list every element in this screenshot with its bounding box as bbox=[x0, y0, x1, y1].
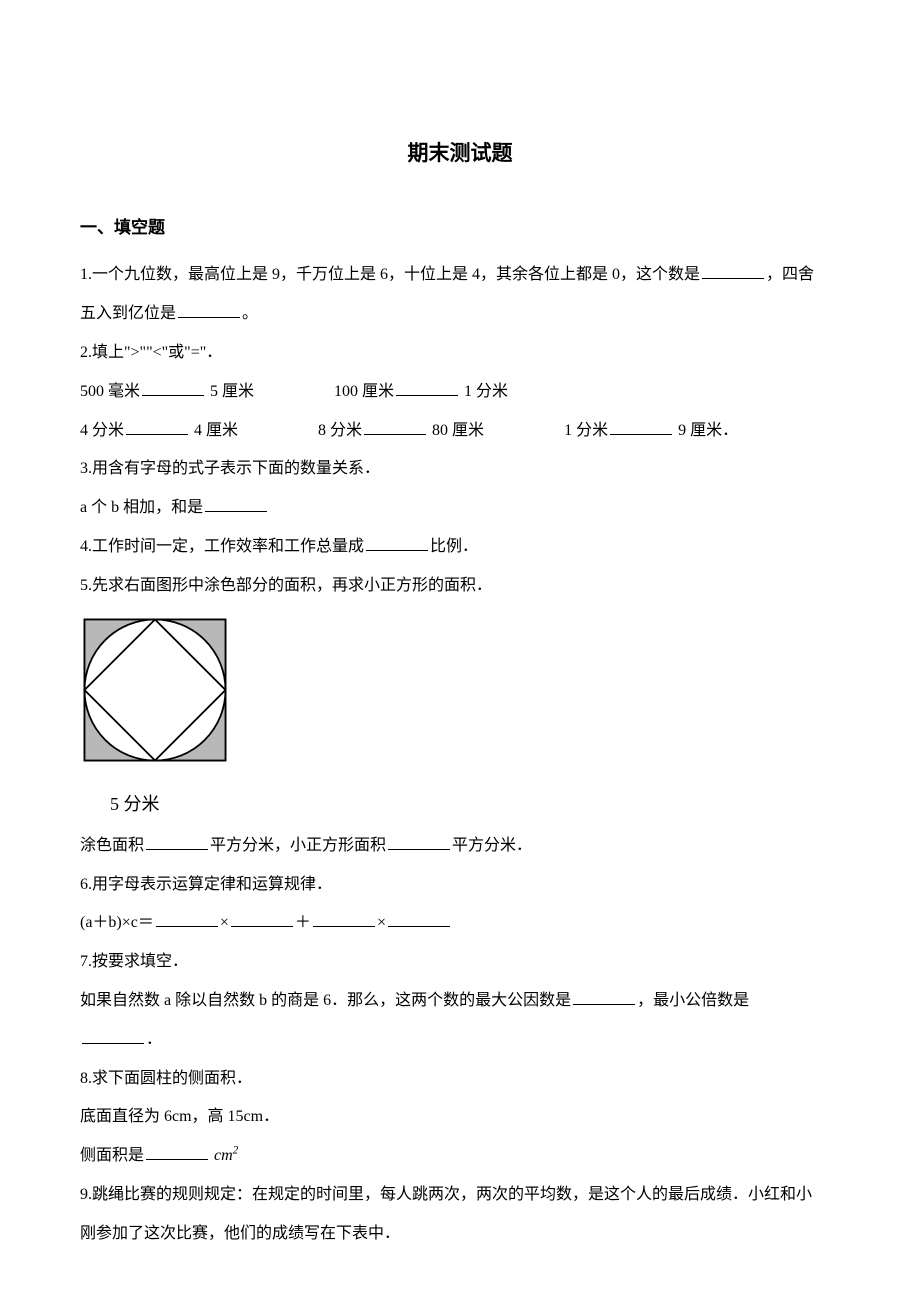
q7-line1: 7.按要求填空． bbox=[80, 944, 840, 981]
q1-text-d: 。 bbox=[242, 305, 258, 322]
blank bbox=[388, 833, 450, 850]
blank bbox=[126, 418, 188, 435]
blank bbox=[366, 534, 428, 551]
q6-text-c: ＋ bbox=[295, 914, 311, 931]
q9-line2: 刚参加了这次比赛，他们的成绩写在下表中． bbox=[80, 1216, 840, 1253]
q1-text-b: ，四舍 bbox=[766, 266, 814, 283]
q4-text-a: 4.工作时间一定，工作效率和工作总量成 bbox=[80, 538, 364, 555]
q8-line2: 底面直径为 6cm，高 15cm． bbox=[80, 1099, 840, 1136]
q4-line: 4.工作时间一定，工作效率和工作总量成 比例． bbox=[80, 529, 840, 566]
q2-line1: 2.填上">""<"或"="． bbox=[80, 335, 840, 372]
blank bbox=[313, 910, 375, 927]
q5-svg bbox=[80, 615, 230, 765]
q3-line1: 3.用含有字母的式子表示下面的数量关系． bbox=[80, 451, 840, 488]
q3-text: a 个 b 相加，和是 bbox=[80, 499, 203, 516]
q8-line1: 8.求下面圆柱的侧面积． bbox=[80, 1061, 840, 1098]
blank bbox=[396, 379, 458, 396]
q2a1: 500 毫米 bbox=[80, 383, 140, 400]
q2a4: 1 分米 bbox=[460, 383, 508, 400]
q3-line2: a 个 b 相加，和是 bbox=[80, 490, 840, 527]
q5-caption: 5 分米 bbox=[110, 784, 840, 825]
blank bbox=[156, 910, 218, 927]
blank bbox=[146, 1143, 208, 1160]
q6-text-b: × bbox=[220, 914, 229, 931]
blank bbox=[178, 301, 240, 318]
q6-line1: 6.用字母表示运算定律和运算规律． bbox=[80, 867, 840, 904]
blank bbox=[702, 262, 764, 279]
q2b6: 9 厘米． bbox=[674, 422, 738, 439]
q2b1: 4 分米 bbox=[80, 422, 124, 439]
blank bbox=[364, 418, 426, 435]
q7-text-b: ，最小公倍数是 bbox=[637, 992, 749, 1009]
blank bbox=[573, 988, 635, 1005]
q2-line3: 4 分米 4 厘米 8 分米 80 厘米 1 分米 9 厘米． bbox=[80, 413, 840, 450]
page-title: 期末测试题 bbox=[80, 130, 840, 178]
q2b3: 8 分米 bbox=[318, 422, 362, 439]
q4-text-b: 比例． bbox=[430, 538, 478, 555]
q7-line2: 如果自然数 a 除以自然数 b 的商是 6．那么，这两个数的最大公因数是 ，最小公… bbox=[80, 983, 840, 1020]
q5-text-b: 平方分米，小正方形面积 bbox=[210, 837, 386, 854]
q5-line1: 5.先求右面图形中涂色部分的面积，再求小正方形的面积． bbox=[80, 568, 840, 605]
q5-line2: 涂色面积 平方分米，小正方形面积 平方分米． bbox=[80, 828, 840, 865]
q9-line1: 9.跳绳比赛的规则规定：在规定的时间里，每人跳两次，两次的平均数，是这个人的最后… bbox=[80, 1177, 840, 1214]
blank bbox=[82, 1027, 144, 1044]
q6-line2: (a＋b)×c＝ × ＋ × bbox=[80, 905, 840, 942]
q5-text-c: 平方分米． bbox=[452, 837, 532, 854]
q5-figure bbox=[80, 615, 840, 780]
q7-line3: ． bbox=[80, 1022, 840, 1059]
q6-text-d: × bbox=[377, 914, 386, 931]
q8-unit: cm2 bbox=[214, 1147, 238, 1164]
q8-text-a: 侧面积是 bbox=[80, 1147, 144, 1164]
q2a3: 100 厘米 bbox=[334, 383, 394, 400]
q1-line2: 五入到亿位是 。 bbox=[80, 296, 840, 333]
q2a2: 5 厘米 bbox=[206, 383, 254, 400]
q2b4: 80 厘米 bbox=[428, 422, 484, 439]
blank bbox=[146, 833, 208, 850]
q8-unit-base: cm bbox=[214, 1147, 233, 1164]
q7-text-a: 如果自然数 a 除以自然数 b 的商是 6．那么，这两个数的最大公因数是 bbox=[80, 992, 571, 1009]
q5-text-a: 涂色面积 bbox=[80, 837, 144, 854]
q8-unit-sup: 2 bbox=[233, 1145, 239, 1157]
blank bbox=[231, 910, 293, 927]
q2b2: 4 厘米 bbox=[190, 422, 238, 439]
q6-text-a: (a＋b)×c＝ bbox=[80, 914, 154, 931]
blank bbox=[610, 418, 672, 435]
q1-line1: 1.一个九位数，最高位上是 9，千万位上是 6，十位上是 4，其余各位上都是 0… bbox=[80, 257, 840, 294]
section-heading: 一、填空题 bbox=[80, 208, 840, 247]
q2-line2: 500 毫米 5 厘米 100 厘米 1 分米 bbox=[80, 374, 840, 411]
q8-line3: 侧面积是 cm2 bbox=[80, 1138, 840, 1175]
q2b5: 1 分米 bbox=[564, 422, 608, 439]
blank bbox=[142, 379, 204, 396]
blank bbox=[388, 910, 450, 927]
blank bbox=[205, 495, 267, 512]
q7-text-c: ． bbox=[146, 1031, 162, 1048]
q1-text-c: 五入到亿位是 bbox=[80, 305, 176, 322]
q1-text-a: 1.一个九位数，最高位上是 9，千万位上是 6，十位上是 4，其余各位上都是 0… bbox=[80, 266, 700, 283]
